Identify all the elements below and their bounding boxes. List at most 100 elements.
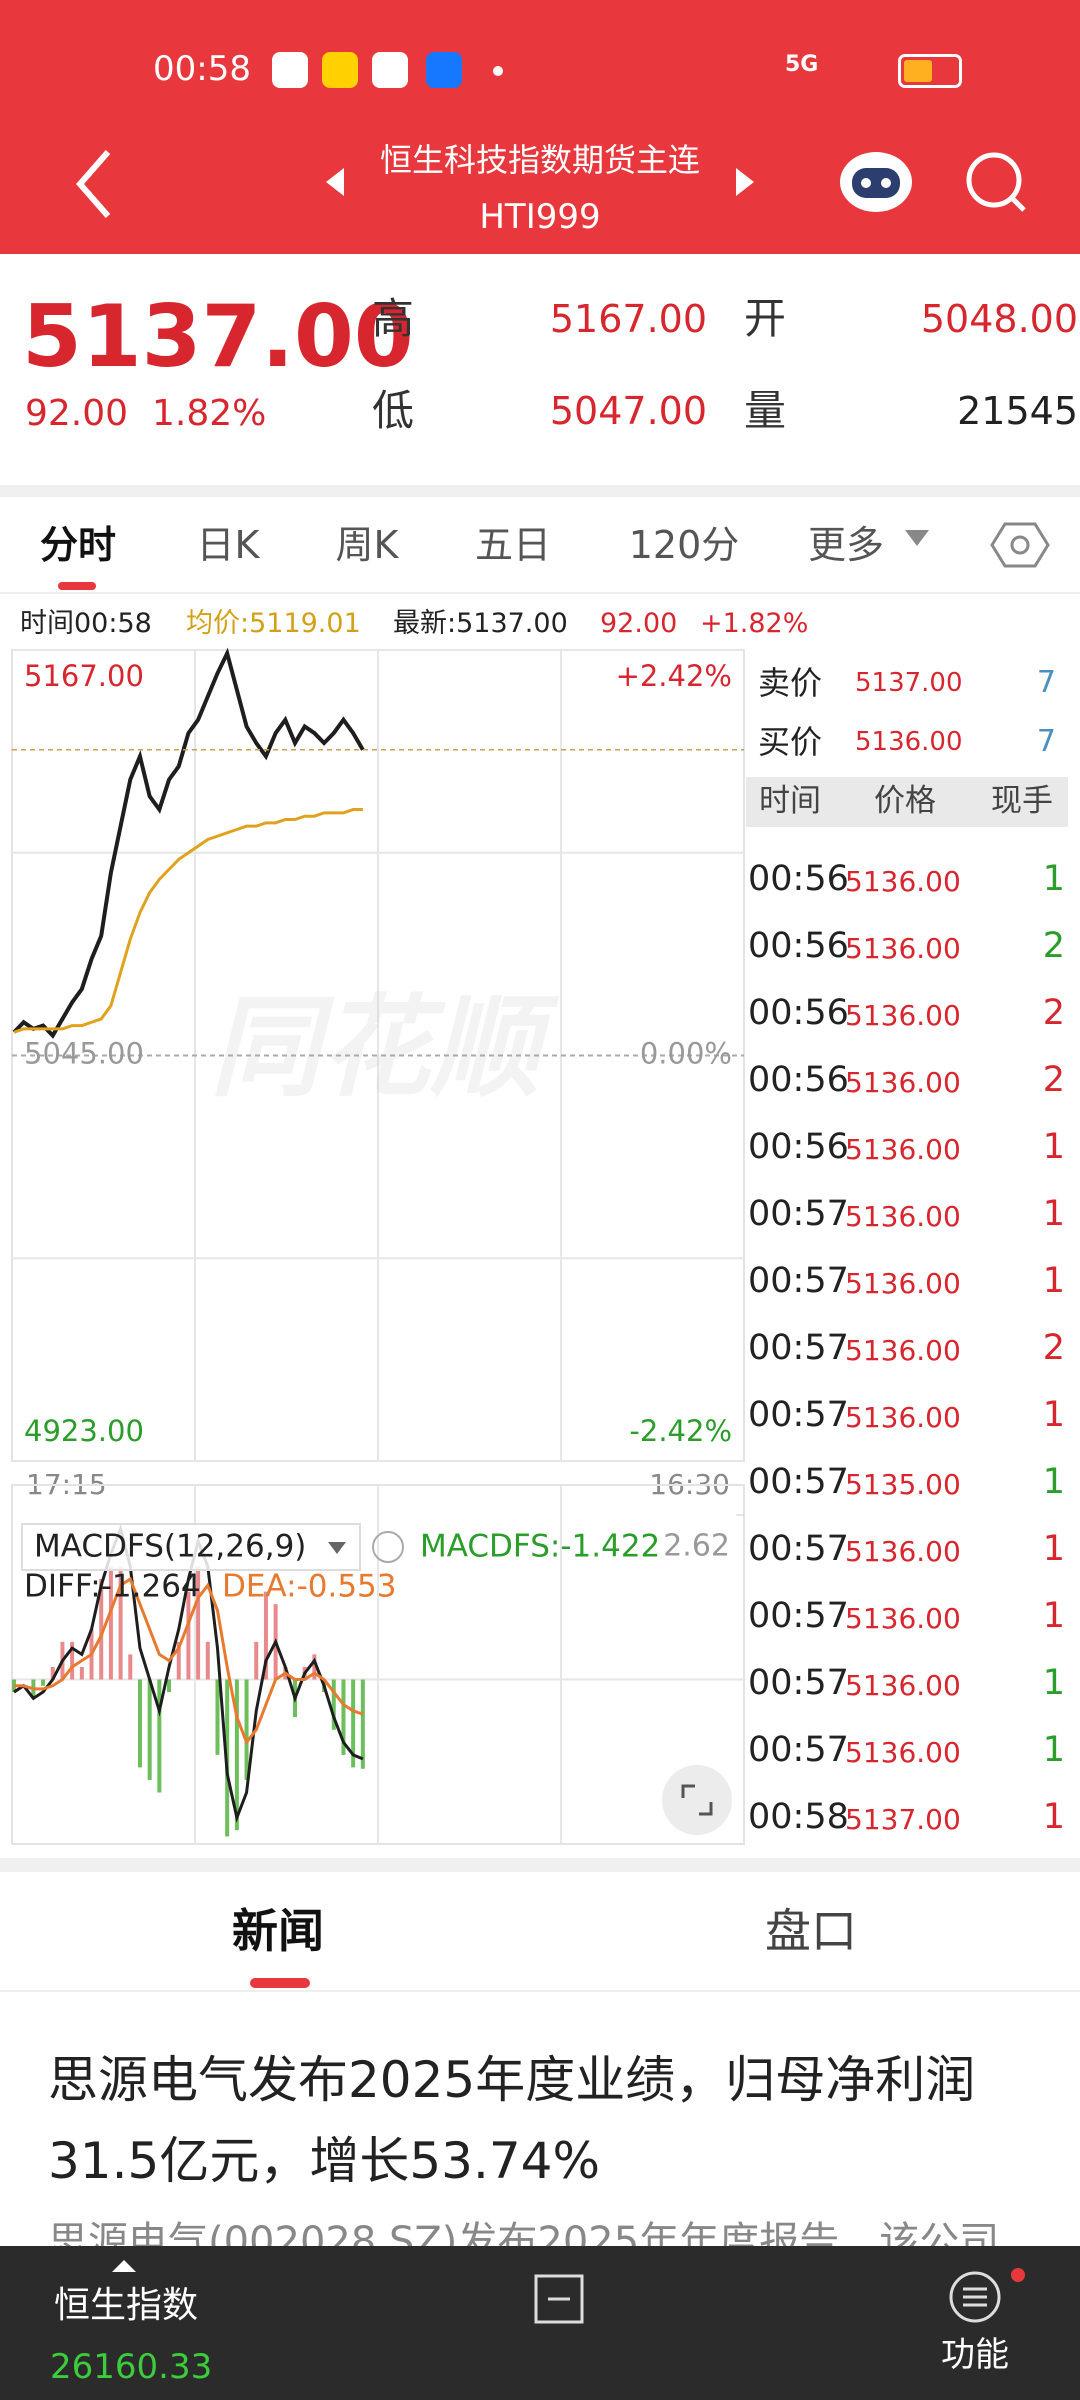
header-code: HTI999	[479, 197, 601, 237]
macd-bar	[108, 1566, 113, 1680]
prev-button[interactable]	[326, 168, 344, 196]
bid-price: 5136.00	[855, 727, 963, 757]
network: 5G	[785, 52, 819, 77]
tab[interactable]: 更多	[807, 523, 884, 567]
dea-line	[14, 1576, 364, 1746]
macd-bar	[331, 1679, 336, 1730]
index-name[interactable]: 恒生指数	[54, 2285, 199, 2326]
macd-bar	[254, 1641, 259, 1680]
dropdown-arrow	[905, 530, 929, 546]
news-tab[interactable]: 盘口	[765, 1904, 857, 1958]
next-button[interactable]	[736, 168, 754, 196]
trade-time: 00:57	[748, 1730, 849, 1770]
info-change: 92.00	[600, 608, 678, 639]
trade-time: 00:57	[748, 1462, 849, 1502]
y-tick-label: 5045.00	[24, 1037, 144, 1071]
macd-bar	[312, 1654, 317, 1680]
bid-volume: 7	[1036, 724, 1056, 759]
pct-label: 0.00%	[640, 1037, 732, 1071]
news-tab-indicator	[250, 1978, 310, 1988]
settings-icon[interactable]	[990, 520, 1050, 570]
trade-time: 00:57	[748, 1194, 849, 1234]
status-time: 00:58	[153, 49, 251, 89]
change-pct: 1.82%	[152, 393, 267, 434]
function-icon[interactable]	[945, 2265, 1025, 2325]
macd-bar	[263, 1591, 268, 1680]
tab[interactable]: 分时	[39, 523, 116, 567]
app-icon	[322, 52, 358, 88]
tab[interactable]: 日K	[196, 523, 260, 567]
battery	[898, 54, 962, 88]
header-title: 恒生科技指数期货主连	[379, 141, 700, 179]
macd-bar	[128, 1654, 133, 1680]
separator	[0, 485, 1080, 497]
trade-price: 5136.00	[845, 865, 961, 898]
macd-bar	[176, 1641, 181, 1680]
news-headline[interactable]: 思源电气发布2025年度业绩，归母净利润31.5亿元，增长53.74%	[48, 2051, 976, 2190]
macd-bar	[196, 1566, 201, 1680]
macd-bar	[118, 1566, 123, 1680]
book-header	[746, 777, 1068, 827]
help-icon	[372, 1531, 404, 1563]
function-label[interactable]: 功能	[941, 2335, 1009, 2375]
volume: 21545	[957, 389, 1078, 433]
macd-bar	[50, 1666, 55, 1680]
average-line	[13, 808, 363, 1034]
back-button[interactable]	[76, 150, 111, 218]
macd-bar	[167, 1679, 172, 1693]
trade-price: 5136.00	[845, 1133, 961, 1166]
y-tick-label: 5167.00	[24, 659, 144, 693]
divider	[0, 592, 1080, 594]
macd-bar	[70, 1641, 75, 1680]
menu-icon[interactable]	[530, 2270, 590, 2330]
app-icon	[372, 52, 408, 88]
bid-label: 买价	[758, 723, 823, 761]
trade-volume: 1	[1042, 1596, 1065, 1636]
trade-time: 00:57	[748, 1596, 849, 1636]
tab[interactable]: 周K	[335, 523, 399, 567]
trade-volume: 1	[1042, 1261, 1065, 1301]
trade-time: 00:57	[748, 1663, 849, 1703]
info-avg: 均价:5119.01	[186, 608, 361, 639]
tab[interactable]: 五日	[474, 523, 551, 567]
trade-time: 00:57	[748, 1328, 849, 1368]
diff-value: DIFF:-1.264	[24, 1569, 201, 1605]
separator	[0, 1858, 1080, 1872]
book-header-label: 现手	[991, 783, 1053, 819]
trade-volume: 1	[1042, 1529, 1065, 1569]
dea-value: DEA:-0.553	[222, 1569, 397, 1605]
tab[interactable]: 120分	[628, 523, 740, 567]
index-value: 26160.33	[50, 2347, 213, 2387]
trade-volume: 1	[1042, 1194, 1065, 1234]
trade-price: 5137.00	[845, 1803, 961, 1836]
expand-button[interactable]	[662, 1765, 732, 1835]
search-icon[interactable]	[966, 152, 1026, 212]
book-header-label: 价格	[874, 783, 936, 819]
info-change-pct: +1.82%	[700, 608, 809, 639]
info-time: 时间00:58	[20, 608, 152, 639]
macd-bar	[215, 1679, 220, 1755]
trade-time: 00:56	[748, 1127, 849, 1167]
trade-price: 5136.00	[845, 1736, 961, 1769]
trade-volume: 1	[1042, 1663, 1065, 1703]
trade-time: 00:57	[748, 1395, 849, 1435]
macd-bar	[99, 1579, 104, 1680]
high: 5167.00	[549, 297, 707, 341]
trade-price: 5136.00	[845, 1066, 961, 1099]
trade-volume: 1	[1042, 1462, 1065, 1502]
low: 5047.00	[549, 389, 707, 433]
tab-icons	[905, 530, 929, 546]
assistant-icon[interactable]	[840, 152, 912, 212]
news-tab[interactable]: 新闻	[232, 1904, 324, 1958]
expand-arrow[interactable]	[110, 2256, 138, 2274]
indicator-select[interactable]	[21, 1523, 361, 1571]
change: 92.00	[25, 393, 129, 434]
trade-price: 5136.00	[845, 1401, 961, 1434]
trade-price: 5135.00	[845, 1468, 961, 1501]
open-label: 开	[744, 294, 787, 343]
trade-time: 00:56	[748, 926, 849, 966]
trade-time: 00:57	[748, 1261, 849, 1301]
macd-bar	[205, 1641, 210, 1680]
